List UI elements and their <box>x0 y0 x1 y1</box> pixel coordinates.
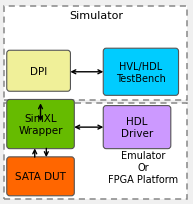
Text: SATA DUT: SATA DUT <box>15 172 66 181</box>
FancyBboxPatch shape <box>4 103 187 199</box>
Text: HDL
Driver: HDL Driver <box>121 117 153 138</box>
Text: SimXL
Wrapper: SimXL Wrapper <box>18 114 63 135</box>
FancyBboxPatch shape <box>7 157 74 196</box>
FancyBboxPatch shape <box>7 51 70 92</box>
Text: HVL/HDL
TestBench: HVL/HDL TestBench <box>116 62 166 83</box>
Text: Emulator
Or
FPGA Platform: Emulator Or FPGA Platform <box>108 151 178 184</box>
Text: Simulator: Simulator <box>69 11 124 21</box>
FancyBboxPatch shape <box>103 49 179 96</box>
FancyBboxPatch shape <box>7 100 74 149</box>
Text: DPI: DPI <box>30 67 47 76</box>
FancyBboxPatch shape <box>103 106 171 149</box>
FancyBboxPatch shape <box>4 7 187 101</box>
